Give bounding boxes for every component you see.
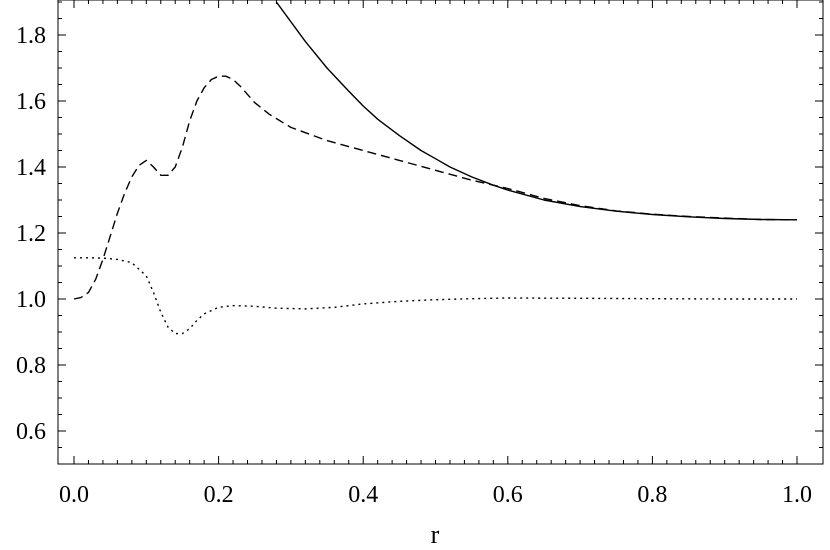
y-tick-label: 1.6 [16,89,46,115]
y-tick-label: 1.8 [16,23,46,49]
y-tick-label: 0.8 [16,353,46,379]
series-layer [73,1,798,335]
dashed-series-line [73,75,798,300]
y-tick-label: 1.4 [16,155,46,181]
axis-ticks [58,0,823,465]
plot-frame [57,0,824,465]
x-tick-label: 0.4 [348,482,378,508]
y-tick-label: 1.0 [16,287,46,313]
y-tick-label: 1.2 [16,221,46,247]
x-tick-label: 0.0 [59,482,89,508]
x-tick-label: 1.0 [782,482,812,508]
x-axis-title: r [431,520,440,549]
tick-labels: 0.0 0.2 0.4 0.6 0.8 1.0 0.6 0.8 1.0 1.2 1.4 1.6 1.8 [16,23,812,508]
y-tick-label: 0.6 [16,419,46,445]
x-tick-label: 0.2 [204,482,234,508]
solid-series-line [275,1,798,221]
x-tick-label: 0.6 [493,482,523,508]
x-tick-label: 0.8 [637,482,667,508]
dotted-series-line [74,257,797,335]
